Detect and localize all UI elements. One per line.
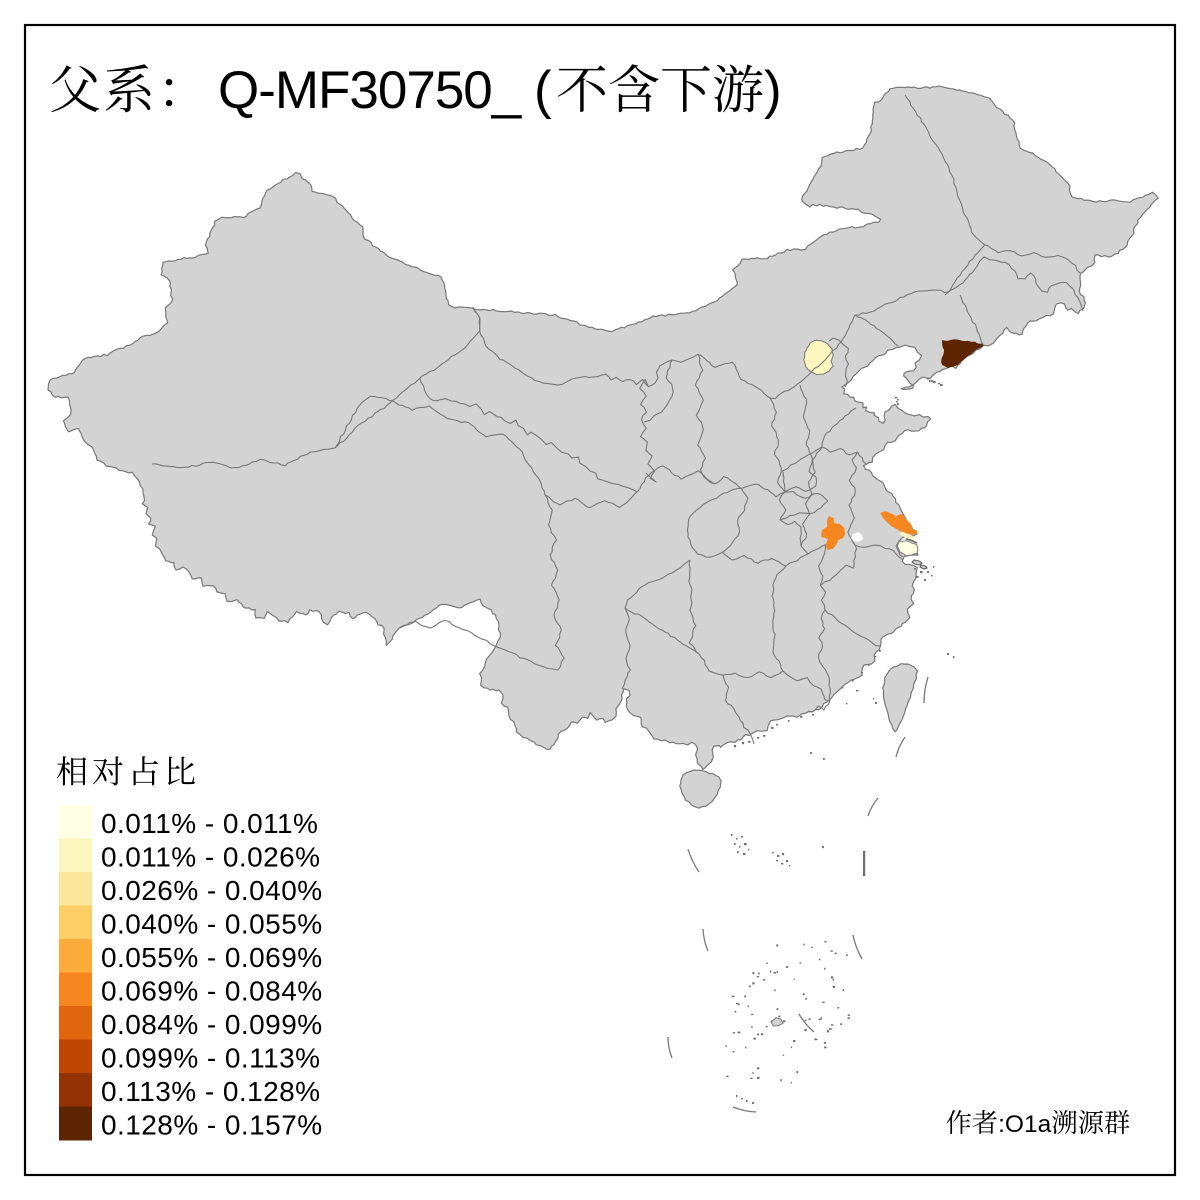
svg-text:0.128% - 0.157%: 0.128% - 0.157%: [101, 1110, 323, 1141]
svg-text:0.011% - 0.011%: 0.011% - 0.011%: [101, 808, 318, 839]
svg-text:): ): [764, 61, 782, 120]
svg-text:0.113% - 0.128%: 0.113% - 0.128%: [101, 1076, 320, 1107]
svg-text:0.084% - 0.099%: 0.084% - 0.099%: [101, 1009, 323, 1040]
svg-text:0.026% - 0.040%: 0.026% - 0.040%: [101, 875, 323, 906]
svg-text::O1a: :O1a: [998, 1111, 1051, 1138]
svg-text:Q-MF30750_ (: Q-MF30750_ (: [218, 61, 552, 120]
svg-text:0.055% - 0.069%: 0.055% - 0.069%: [101, 942, 323, 973]
svg-text:0.011% - 0.026%: 0.011% - 0.026%: [101, 842, 320, 873]
svg-text:0.040% - 0.055%: 0.040% - 0.055%: [101, 909, 323, 940]
svg-text:0.099% - 0.113%: 0.099% - 0.113%: [101, 1043, 320, 1074]
svg-text:0.069% - 0.084%: 0.069% - 0.084%: [101, 976, 323, 1007]
